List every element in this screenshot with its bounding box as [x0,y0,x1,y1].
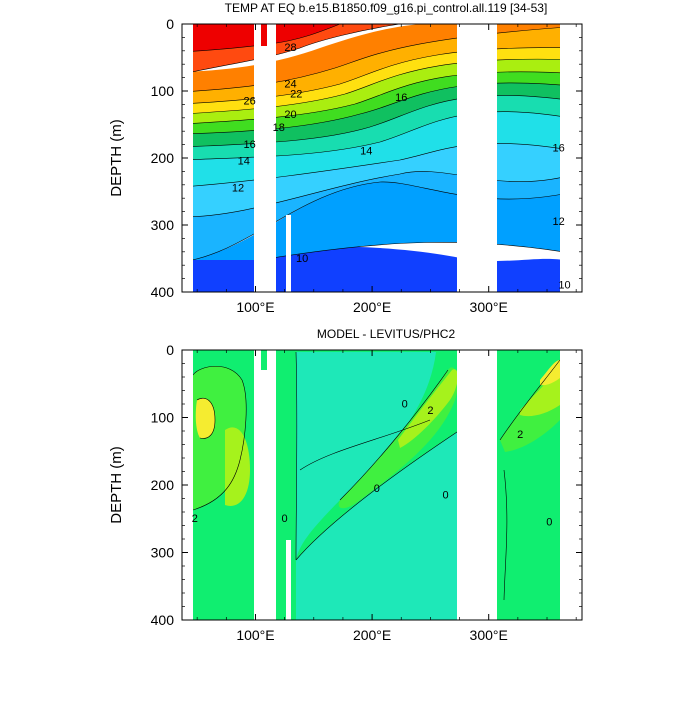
difference-panel: MODEL - LEVITUS/PHC2 [108,327,583,643]
x-tick-label: 300°E [470,627,508,643]
y-tick-label: 400 [151,284,175,300]
temp-gap-3 [261,24,267,46]
y-tick-label: 0 [166,16,174,32]
contour-label: 14 [238,156,250,168]
contour-label: 0 [282,513,288,525]
x-tick-label: 200°E [353,627,391,643]
contour-label: 2 [517,429,523,441]
y-tick-label: 100 [151,83,175,99]
temperature-panel: TEMP AT EQ b.e15.B1850.f09_g16.pi_contro… [108,1,583,315]
temperature-y-axis-label: DEPTH (m) [108,119,125,197]
temp-band-19 [182,45,582,114]
contour-label: 12 [232,183,244,195]
temp-band-18 [182,57,582,125]
temp-band-17 [182,69,582,134]
temperature-panel-title: TEMP AT EQ b.e15.B1850.f09_g16.pi_contro… [225,1,548,15]
diff-gap-2 [254,350,276,620]
contour-label: 0 [402,398,408,410]
contour-label: 18 [273,122,285,134]
difference-contour-labels: 2 0 0 2 2 0 0 0 [192,398,553,528]
contour-label: 12 [553,216,565,228]
contour-label: 16 [395,92,407,104]
temp-gap-5 [457,24,497,292]
contour-label: 2 [192,513,198,525]
contour-label: 26 [244,95,256,107]
y-tick-label: 300 [151,217,175,233]
contour-label: 22 [290,89,302,101]
contour-label: 14 [360,146,372,158]
difference-y-axis-label: DEPTH (m) [108,446,125,524]
contour-label: 16 [244,139,256,151]
diff-gap-3 [261,350,267,370]
contour-label: 10 [296,253,308,265]
difference-field [182,350,582,620]
y-tick-label: 100 [151,410,175,426]
difference-panel-title: MODEL - LEVITUS/PHC2 [317,327,456,341]
temp-band-21 [182,24,582,92]
contour-label: 0 [442,490,448,502]
diff-gap-4 [286,540,291,620]
diff-contour-lines [192,351,561,601]
contour-label: 24 [284,79,296,91]
contour-label: 16 [553,142,565,154]
y-tick-label: 0 [166,342,174,358]
x-tick-label: 200°E [353,299,391,315]
x-tick-label: 100°E [236,627,274,643]
temp-gap-2 [254,24,276,292]
contour-label: 28 [284,42,296,54]
temperature-axis-ticks: 0 100 200 300 400 100°E 200°E 300°E [151,16,582,315]
diff-band-cyan-2 [296,430,460,620]
y-tick-label: 300 [151,545,175,561]
contour-label: 0 [374,483,380,495]
x-tick-label: 300°E [470,299,508,315]
temp-gap-4 [286,215,291,292]
diff-band-left-yg [225,427,250,506]
diff-band-cyan [296,352,436,560]
x-tick-label: 100°E [236,299,274,315]
contour-label: 10 [558,280,570,292]
temp-band-16 [182,80,582,147]
contour-label: 2 [427,405,433,417]
contour-label: 20 [284,109,296,121]
y-tick-label: 200 [151,150,175,166]
contour-label: 0 [546,517,552,529]
diff-gap-5 [457,350,497,620]
diff-band-yellow-green [398,369,458,448]
temperature-field [182,24,582,292]
diff-band-left-yellow [195,398,215,439]
y-tick-label: 400 [151,612,175,628]
y-tick-label: 200 [151,477,175,493]
